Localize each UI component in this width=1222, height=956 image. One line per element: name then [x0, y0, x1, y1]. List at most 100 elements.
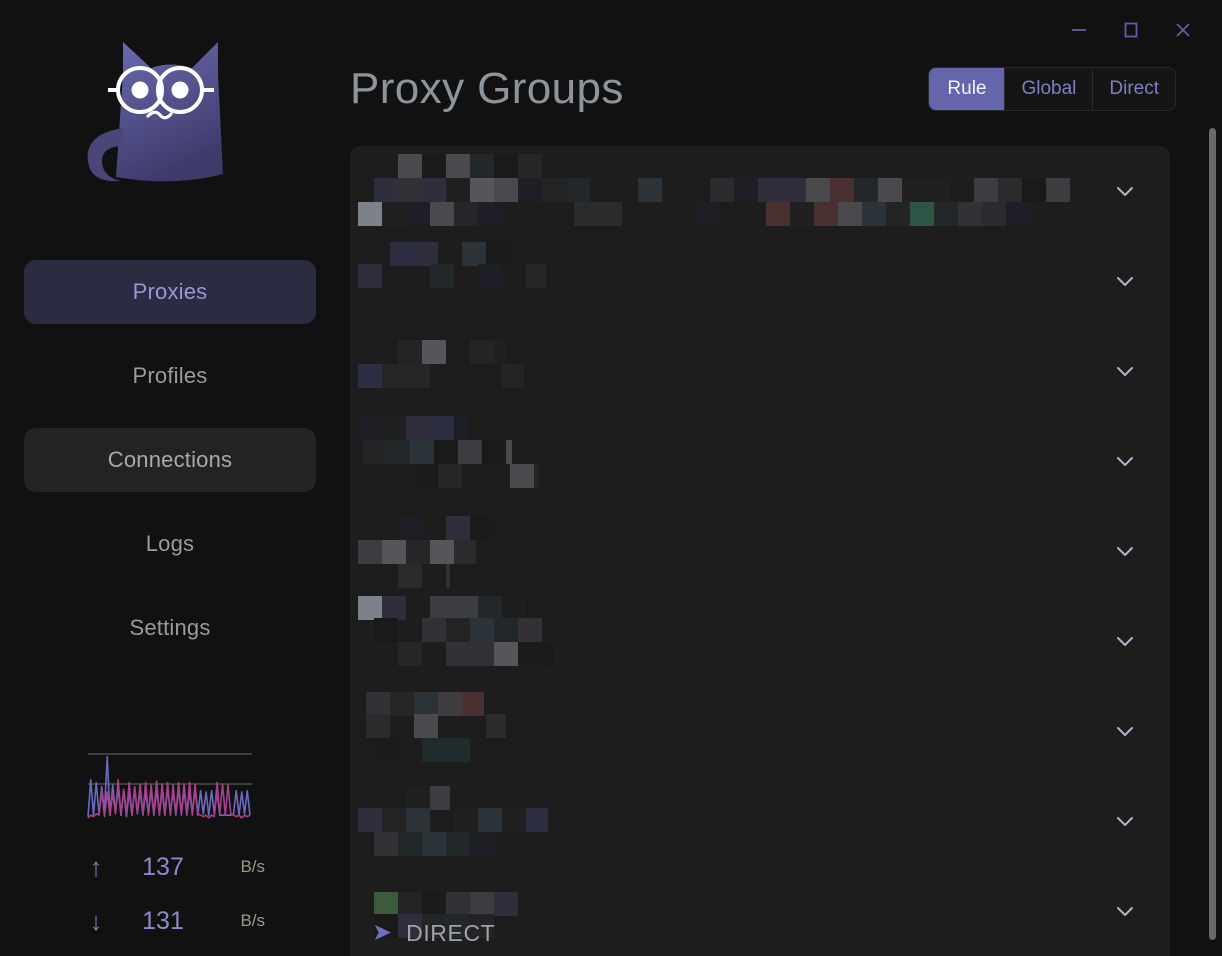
close-button[interactable] [1160, 11, 1206, 49]
window-controls [1056, 0, 1206, 60]
redacted-block [478, 808, 502, 832]
proxy-group-row[interactable] [350, 506, 1170, 596]
sidebar-item-profiles[interactable]: Profiles [24, 344, 316, 408]
sidebar-nav: Proxies Profiles Connections Logs Settin… [0, 260, 340, 660]
redacted-block [358, 364, 382, 388]
sidebar-item-label: Profiles [132, 363, 208, 388]
traffic-chart [86, 746, 254, 826]
mode-tab-label: Global [1021, 78, 1077, 99]
redacted-block [414, 692, 438, 716]
redacted-block [406, 416, 430, 440]
proxy-group-row[interactable] [350, 326, 1170, 416]
chevron-down-icon[interactable] [1112, 178, 1138, 204]
redacted-block [358, 264, 382, 288]
redacted-block [470, 642, 494, 666]
redacted-block [854, 178, 878, 202]
redacted-block [790, 202, 814, 226]
direct-group-row[interactable]: ➤ DIRECT [350, 910, 1170, 956]
redacted-block [638, 178, 662, 202]
download-speed-unit: B/s [240, 911, 265, 930]
redacted-block [358, 416, 382, 440]
minimize-button[interactable] [1056, 11, 1102, 49]
proxy-group-row[interactable] [350, 416, 1170, 506]
redacted-block [406, 364, 430, 388]
vertical-scrollbar[interactable] [1209, 128, 1216, 940]
redacted-block [710, 178, 734, 202]
redacted-block [470, 340, 494, 364]
proxy-group-row[interactable] [350, 146, 1170, 236]
redacted-block [814, 202, 838, 226]
redacted-block [482, 440, 506, 464]
traffic-sparkline [87, 753, 252, 819]
redacted-block [510, 464, 534, 488]
sidebar-item-settings[interactable]: Settings [24, 596, 316, 660]
redacted-block [398, 178, 422, 202]
redacted-block [434, 440, 458, 464]
redacted-block [374, 832, 398, 856]
redacted-block [414, 714, 438, 738]
redacted-block [422, 618, 446, 642]
redacted-block [470, 154, 494, 178]
redacted-block [694, 202, 718, 226]
chevron-down-icon[interactable] [1112, 898, 1138, 924]
proxy-group-row[interactable] [350, 866, 1170, 956]
redacted-block [410, 440, 434, 464]
clash-cat-logo-icon [87, 42, 223, 182]
redacted-block [502, 808, 526, 832]
chevron-down-icon[interactable] [1112, 448, 1138, 474]
chevron-down-icon[interactable] [1112, 808, 1138, 834]
redacted-block [374, 738, 398, 762]
redacted-block [446, 618, 470, 642]
proxy-group-row[interactable] [350, 776, 1170, 866]
chevron-down-icon[interactable] [1112, 268, 1138, 294]
redacted-block [470, 178, 494, 202]
redacted-block [414, 242, 438, 266]
redacted-block [398, 154, 422, 178]
redacted-block [398, 832, 422, 856]
redacted-block [446, 516, 470, 540]
redacted-block [386, 440, 410, 464]
redacted-block [438, 464, 462, 488]
redacted-block [782, 178, 806, 202]
proxy-groups-list[interactable]: ➤ DIRECT [350, 146, 1170, 956]
redacted-block [974, 178, 998, 202]
redacted-block [534, 464, 538, 488]
redacted-block [526, 264, 546, 288]
main-content: Proxy Groups Rule Global Direct ➤ DIRECT [340, 0, 1222, 956]
chevron-down-icon[interactable] [1112, 718, 1138, 744]
mode-tab-direct[interactable]: Direct [1093, 68, 1175, 110]
redacted-block [478, 202, 502, 226]
redacted-block [362, 440, 386, 464]
mode-tab-global[interactable]: Global [1005, 68, 1094, 110]
redacted-block [470, 914, 494, 938]
redacted-block [454, 596, 478, 620]
app-logo [0, 0, 340, 250]
proxy-group-row[interactable] [350, 596, 1170, 686]
chevron-down-icon[interactable] [1112, 628, 1138, 654]
sidebar-item-logs[interactable]: Logs [24, 512, 316, 576]
redacted-block [374, 914, 398, 938]
redacted-block [542, 178, 566, 202]
maximize-button[interactable] [1108, 11, 1154, 49]
redacted-block [470, 618, 494, 642]
redacted-block [542, 642, 554, 666]
redacted-block [486, 242, 510, 266]
redacted-block [374, 892, 398, 916]
mode-tab-rule[interactable]: Rule [929, 68, 1006, 110]
sidebar-item-label: Logs [145, 531, 195, 556]
redacted-block [494, 892, 518, 916]
proxy-group-row[interactable] [350, 686, 1170, 776]
chevron-down-icon[interactable] [1112, 538, 1138, 564]
mode-switch: Rule Global Direct [928, 67, 1176, 111]
chevron-down-icon[interactable] [1112, 358, 1138, 384]
sidebar-item-proxies[interactable]: Proxies [24, 260, 316, 324]
sidebar-item-connections[interactable]: Connections [24, 428, 316, 492]
proxy-group-row[interactable] [350, 236, 1170, 326]
sidebar-item-label: Connections [107, 447, 233, 472]
redacted-block [446, 738, 470, 762]
redacted-block [506, 440, 512, 464]
redacted-block [382, 416, 406, 440]
redacted-block [454, 540, 476, 564]
redacted-block [358, 596, 382, 620]
